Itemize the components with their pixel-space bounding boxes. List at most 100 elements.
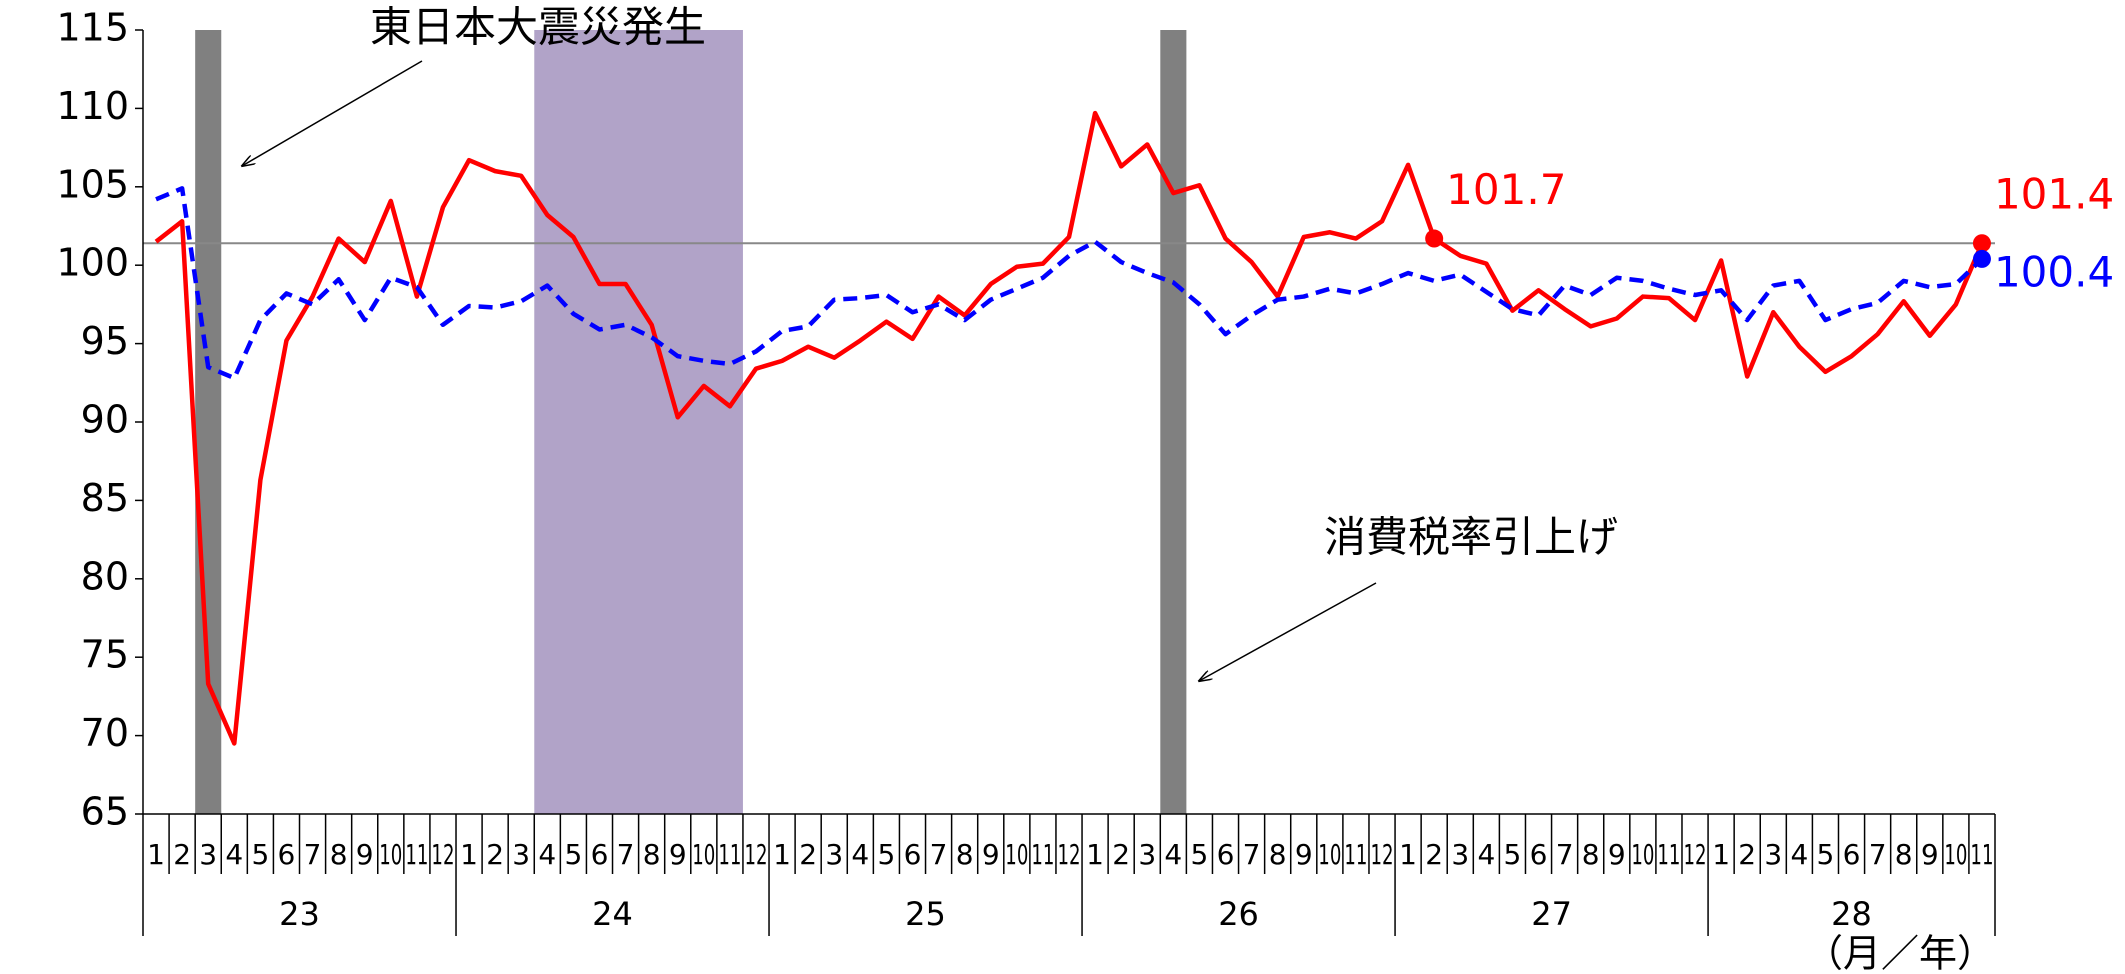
point-marker: [1972, 234, 1991, 253]
x-tick-label: 11: [1344, 838, 1367, 871]
x-tick-label: 5: [877, 838, 895, 871]
y-tick-label: 75: [81, 633, 129, 677]
x-tick-label: 4: [1790, 838, 1808, 871]
x-tick-label: 9: [982, 838, 1000, 871]
x-tick-label: 3: [1764, 838, 1782, 871]
x-tick-label: 7: [1243, 838, 1261, 871]
x-tick-label: 7: [617, 838, 635, 871]
value-label: 101.7: [1446, 165, 1566, 214]
x-tick-label: 12: [1683, 838, 1706, 871]
x-tick-label: 5: [1817, 838, 1835, 871]
x-tick-label: 2: [1738, 838, 1756, 871]
x-tick-label: 1: [1086, 838, 1104, 871]
annotation: 東日本大震災発生: [370, 3, 706, 52]
x-tick-label: 7: [304, 838, 322, 871]
series-line: [155, 186, 1984, 381]
annotation-arrow: [1199, 582, 1377, 681]
x-tick-label: 2: [1425, 838, 1443, 871]
x-tick-label: 6: [1843, 838, 1861, 871]
x-tick-label: 3: [825, 838, 843, 871]
x-axis-label: （月／年）: [1805, 932, 1995, 974]
x-tick-label: 3: [199, 838, 217, 871]
x-tick-label: 10: [1005, 838, 1028, 871]
y-tick-label: 110: [56, 84, 129, 128]
x-tick-label: 12: [1057, 838, 1080, 871]
x-tick-label: 5: [251, 838, 269, 871]
x-tick-label: 11: [718, 838, 741, 871]
y-tick-label: 105: [56, 162, 129, 206]
x-tick-label: 8: [330, 838, 348, 871]
x-tick-label: 1: [773, 838, 791, 871]
y-tick-label: 70: [81, 711, 129, 755]
annotation: 消費税率引上げ: [1324, 513, 1618, 562]
x-tick-label: 1: [147, 838, 165, 871]
x-tick-label: 6: [1217, 838, 1235, 871]
x-tick-label: 9: [356, 838, 374, 871]
series-line: [154, 110, 1985, 746]
y-tick-label: 115: [56, 6, 129, 50]
x-tick-label: 4: [538, 838, 556, 871]
x-tick-label: 3: [512, 838, 530, 871]
x-tick-label: 7: [1869, 838, 1887, 871]
x-tick-label: 4: [1477, 838, 1495, 871]
x-tick-label: 5: [1191, 838, 1209, 871]
x-tick-label: 2: [486, 838, 504, 871]
x-tick-label: 9: [669, 838, 687, 871]
year-label: 27: [1531, 895, 1572, 933]
x-tick-label: 7: [930, 838, 948, 871]
x-tick-label: 8: [1895, 838, 1913, 871]
x-tick-label: 6: [904, 838, 922, 871]
point-marker: [1972, 249, 1991, 268]
x-tick-label: 3: [1138, 838, 1156, 871]
point-marker: [1425, 229, 1444, 248]
x-tick-label: 10: [1318, 838, 1341, 871]
x-tick-label: 11: [1657, 838, 1680, 871]
y-tick-label: 95: [81, 319, 129, 363]
shaded-band: [195, 30, 222, 814]
x-tick-label: 8: [1582, 838, 1600, 871]
shaded-band: [1160, 30, 1187, 814]
x-tick-label: 4: [225, 838, 243, 871]
year-label: 24: [592, 895, 633, 933]
year-label: 23: [279, 895, 320, 933]
x-tick-label: 3: [1451, 838, 1469, 871]
x-tick-label: 10: [379, 838, 402, 871]
y-tick-label: 85: [81, 476, 129, 520]
x-tick-label: 2: [173, 838, 191, 871]
year-label: 26: [1218, 895, 1259, 933]
x-tick-label: 11: [1970, 838, 1993, 871]
x-tick-label: 11: [1031, 838, 1054, 871]
x-tick-label: 10: [1944, 838, 1967, 871]
shaded-band: [534, 30, 743, 814]
x-tick-label: 5: [1504, 838, 1522, 871]
x-tick-label: 11: [405, 838, 428, 871]
year-label: 25: [905, 895, 946, 933]
y-tick-label: 80: [81, 554, 129, 598]
x-tick-label: 12: [744, 838, 767, 871]
x-tick-label: 10: [692, 838, 715, 871]
x-tick-label: 4: [851, 838, 869, 871]
x-tick-label: 2: [799, 838, 817, 871]
x-tick-label: 8: [956, 838, 974, 871]
x-tick-label: 8: [643, 838, 661, 871]
value-label: 100.4: [1994, 247, 2114, 296]
x-tick-label: 6: [278, 838, 296, 871]
x-tick-label: 9: [1608, 838, 1626, 871]
x-tick-label: 1: [1399, 838, 1417, 871]
y-tick-label: 90: [81, 398, 129, 442]
x-tick-label: 4: [1164, 838, 1182, 871]
y-tick-label: 65: [81, 790, 129, 834]
value-label: 101.4: [1994, 170, 2114, 219]
x-tick-label: 5: [564, 838, 582, 871]
x-tick-label: 12: [1370, 838, 1393, 871]
x-tick-label: 6: [1530, 838, 1548, 871]
x-tick-label: 9: [1295, 838, 1313, 871]
x-tick-label: 1: [460, 838, 478, 871]
y-tick-label: 100: [56, 241, 129, 285]
x-tick-label: 12: [431, 838, 454, 871]
x-tick-label: 1: [1712, 838, 1730, 871]
x-tick-label: 7: [1556, 838, 1574, 871]
x-tick-label: 8: [1269, 838, 1287, 871]
x-tick-label: 10: [1631, 838, 1654, 871]
